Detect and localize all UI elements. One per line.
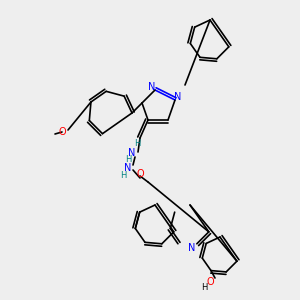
Text: N: N xyxy=(124,163,132,173)
Text: N: N xyxy=(128,148,136,158)
Text: O: O xyxy=(206,277,214,287)
Text: O: O xyxy=(58,127,66,137)
Text: N: N xyxy=(174,92,182,102)
Text: N: N xyxy=(148,82,156,92)
Text: H: H xyxy=(134,139,140,148)
Text: O: O xyxy=(136,169,144,179)
Text: H: H xyxy=(201,284,207,292)
Text: H: H xyxy=(120,170,126,179)
Text: H: H xyxy=(125,155,131,164)
Text: N: N xyxy=(188,243,196,253)
